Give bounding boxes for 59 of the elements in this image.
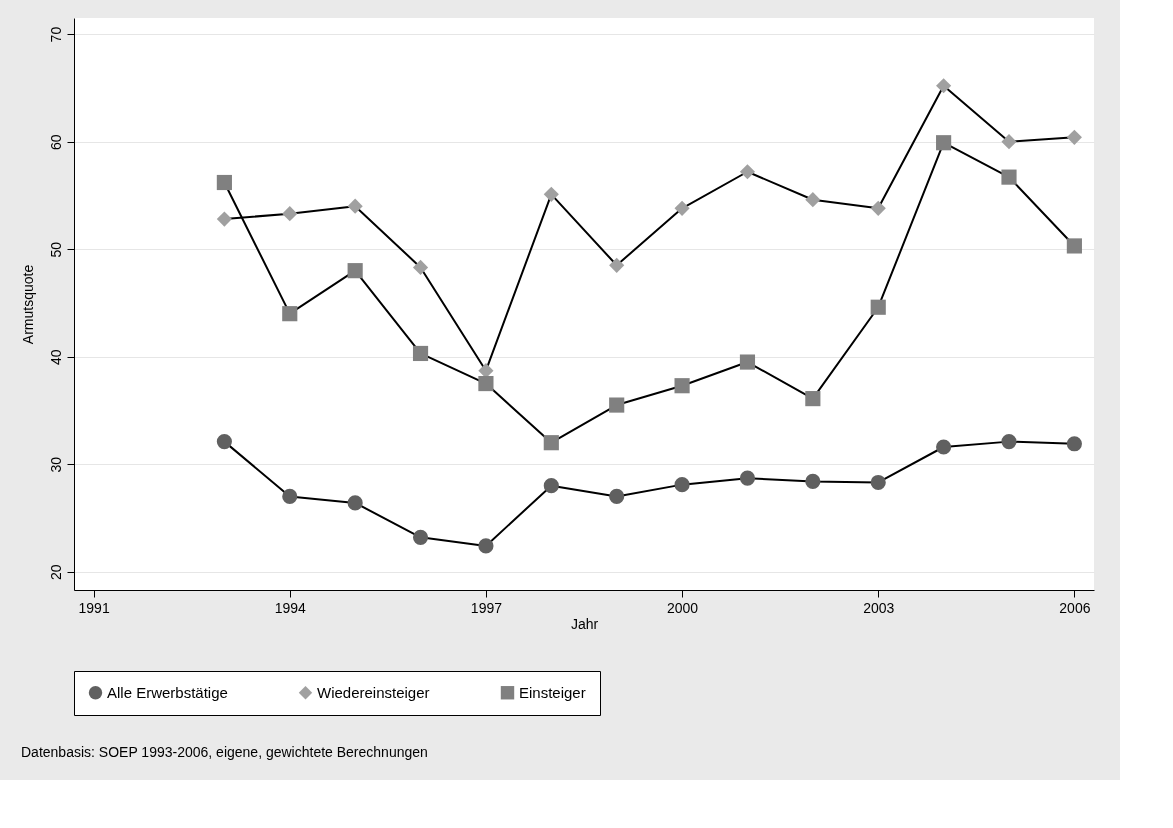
point bbox=[282, 488, 298, 505]
text: Datenbasis: SOEP 1993-2006, eigene, gewichtete Berechnungen bbox=[21, 743, 428, 760]
x-axis-title: Jahr bbox=[570, 615, 599, 632]
point bbox=[936, 78, 952, 94]
point bbox=[805, 192, 821, 208]
point bbox=[412, 345, 429, 362]
point bbox=[1066, 436, 1082, 452]
point bbox=[805, 391, 821, 407]
point bbox=[1066, 238, 1082, 254]
point bbox=[739, 164, 756, 180]
point bbox=[870, 200, 886, 216]
point bbox=[674, 378, 690, 394]
y-tick-label: 20 bbox=[47, 564, 64, 581]
point bbox=[347, 198, 363, 214]
y-tick-label: 40 bbox=[47, 349, 64, 365]
x-tick-label: 1994 bbox=[274, 599, 307, 616]
point bbox=[478, 538, 494, 554]
point bbox=[347, 263, 363, 279]
point bbox=[739, 470, 756, 486]
point bbox=[674, 200, 690, 216]
point bbox=[543, 186, 559, 202]
point bbox=[1066, 129, 1082, 145]
x-tick-label: 1991 bbox=[78, 599, 110, 616]
point bbox=[543, 435, 559, 451]
x-tick-label: 1997 bbox=[470, 599, 503, 616]
legend-label: Einsteiger bbox=[519, 683, 586, 701]
point bbox=[674, 477, 690, 493]
point bbox=[282, 306, 298, 322]
y-tick-label: 60 bbox=[47, 134, 64, 150]
point bbox=[543, 478, 559, 494]
point bbox=[609, 257, 625, 273]
point bbox=[282, 206, 298, 222]
point bbox=[805, 473, 821, 489]
point bbox=[216, 434, 232, 450]
x-tick-label: 2006 bbox=[1059, 599, 1091, 616]
point bbox=[412, 259, 429, 276]
x-tick-label: 2000 bbox=[667, 599, 699, 616]
point bbox=[609, 397, 625, 413]
point bbox=[739, 354, 756, 370]
y-tick-label: 30 bbox=[47, 456, 64, 473]
point bbox=[870, 474, 886, 491]
y-tick-label: 70 bbox=[47, 26, 64, 43]
point bbox=[216, 174, 232, 191]
point bbox=[609, 488, 625, 505]
legend-label: Wiedereinsteiger bbox=[317, 683, 430, 701]
point bbox=[936, 439, 952, 455]
point bbox=[1001, 169, 1017, 185]
point bbox=[936, 135, 952, 151]
point bbox=[347, 495, 363, 511]
legend-label: Alle Erwerbstätige bbox=[107, 683, 228, 701]
point bbox=[1001, 434, 1017, 450]
y-tick-label: 50 bbox=[47, 241, 64, 258]
point bbox=[216, 211, 232, 227]
x-tick-label: 2003 bbox=[863, 599, 895, 616]
point bbox=[870, 299, 886, 315]
point bbox=[478, 375, 494, 392]
point bbox=[412, 529, 429, 545]
point bbox=[1001, 134, 1017, 150]
y-axis-title: Armutsquote bbox=[19, 264, 36, 345]
